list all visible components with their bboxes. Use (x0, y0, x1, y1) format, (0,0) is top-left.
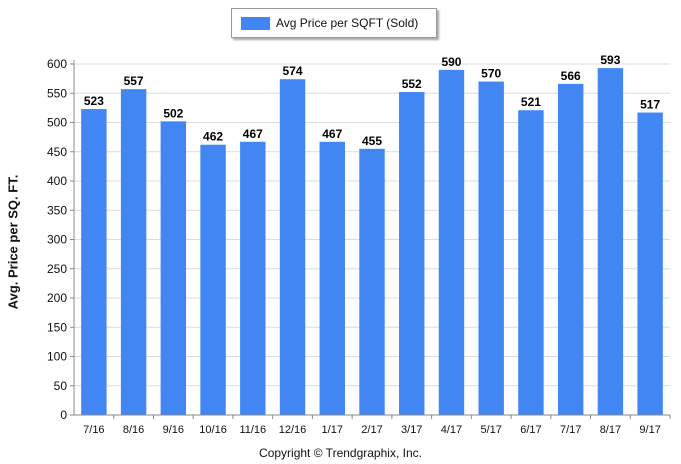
y-tick-label: 300 (47, 233, 67, 247)
x-tick-label: 8/17 (600, 424, 621, 436)
x-tick-label: 7/16 (83, 424, 104, 436)
y-tick-label: 250 (47, 262, 67, 276)
x-tick-label: 3/17 (401, 424, 422, 436)
data-label: 570 (481, 67, 501, 81)
bar (279, 79, 306, 416)
data-label: 590 (441, 55, 461, 69)
data-label: 462 (203, 130, 223, 144)
data-label: 517 (640, 98, 660, 112)
bar (81, 109, 107, 416)
y-tick-label: 200 (47, 291, 67, 305)
data-label: 521 (521, 95, 541, 109)
x-tick-label: 9/16 (163, 424, 184, 436)
bars (81, 68, 663, 416)
bar (200, 144, 226, 416)
x-tick-label: 6/17 (520, 424, 541, 436)
y-tick-label: 150 (47, 320, 67, 334)
data-label: 593 (600, 53, 620, 67)
copyright-text: Copyright © Trendgraphix, Inc. (259, 446, 422, 460)
data-label: 552 (402, 77, 422, 91)
x-tick-label: 7/17 (560, 424, 581, 436)
y-tick-label: 100 (47, 350, 67, 364)
x-axis: 7/16 8/16 9/16 10/16 11/16 12/16 1/17 2/17 3/17 4… (74, 414, 671, 436)
bar (160, 121, 187, 415)
y-tick-label: 450 (47, 145, 67, 159)
y-axis: 0 50 100 150 200 250 300 350 400 450 500 550 600 (47, 57, 75, 422)
bar (637, 112, 663, 416)
x-tick-label: 11/16 (239, 424, 266, 436)
data-label: 557 (124, 74, 144, 88)
y-axis-label: Avg. Price per SQ. FT. (5, 174, 21, 310)
bar (597, 68, 624, 415)
x-tick-label: 4/17 (441, 424, 462, 436)
data-label: 566 (561, 69, 581, 83)
bar (120, 89, 147, 415)
y-tick-label: 400 (47, 174, 67, 188)
data-labels: 523 557 502 462 467 574 467 455 552 590 570 521 566 5… (84, 53, 661, 148)
bar (518, 110, 544, 415)
data-label: 574 (283, 64, 303, 78)
x-tick-label: 9/17 (639, 424, 660, 436)
x-tick-label: 1/17 (322, 424, 343, 436)
bar (319, 141, 345, 415)
y-tick-label: 50 (54, 379, 68, 393)
bar (359, 148, 385, 415)
legend-label: Avg Price per SQFT (Sold) (276, 16, 419, 30)
data-label: 467 (322, 127, 342, 141)
bar (399, 92, 425, 415)
data-label: 523 (84, 94, 104, 108)
y-tick-label: 550 (47, 86, 67, 100)
x-tick-label: 8/16 (123, 424, 144, 436)
legend-swatch (241, 16, 270, 30)
data-label: 502 (163, 106, 183, 120)
y-tick-label: 0 (60, 408, 67, 422)
bar (240, 141, 266, 415)
x-tick-label: 10/16 (199, 424, 227, 436)
y-tick-label: 500 (47, 116, 67, 130)
data-label: 467 (243, 127, 263, 141)
legend: Avg Price per SQFT (Sold) (231, 8, 437, 38)
x-tick-label: 5/17 (480, 424, 501, 436)
y-tick-label: 600 (47, 57, 67, 71)
bar (557, 83, 584, 415)
bar (438, 69, 465, 415)
x-tick-label: 2/17 (361, 424, 382, 436)
y-tick-label: 350 (47, 203, 67, 217)
bar (478, 81, 504, 416)
x-tick-label: 12/16 (279, 424, 307, 436)
data-label: 455 (362, 134, 382, 148)
